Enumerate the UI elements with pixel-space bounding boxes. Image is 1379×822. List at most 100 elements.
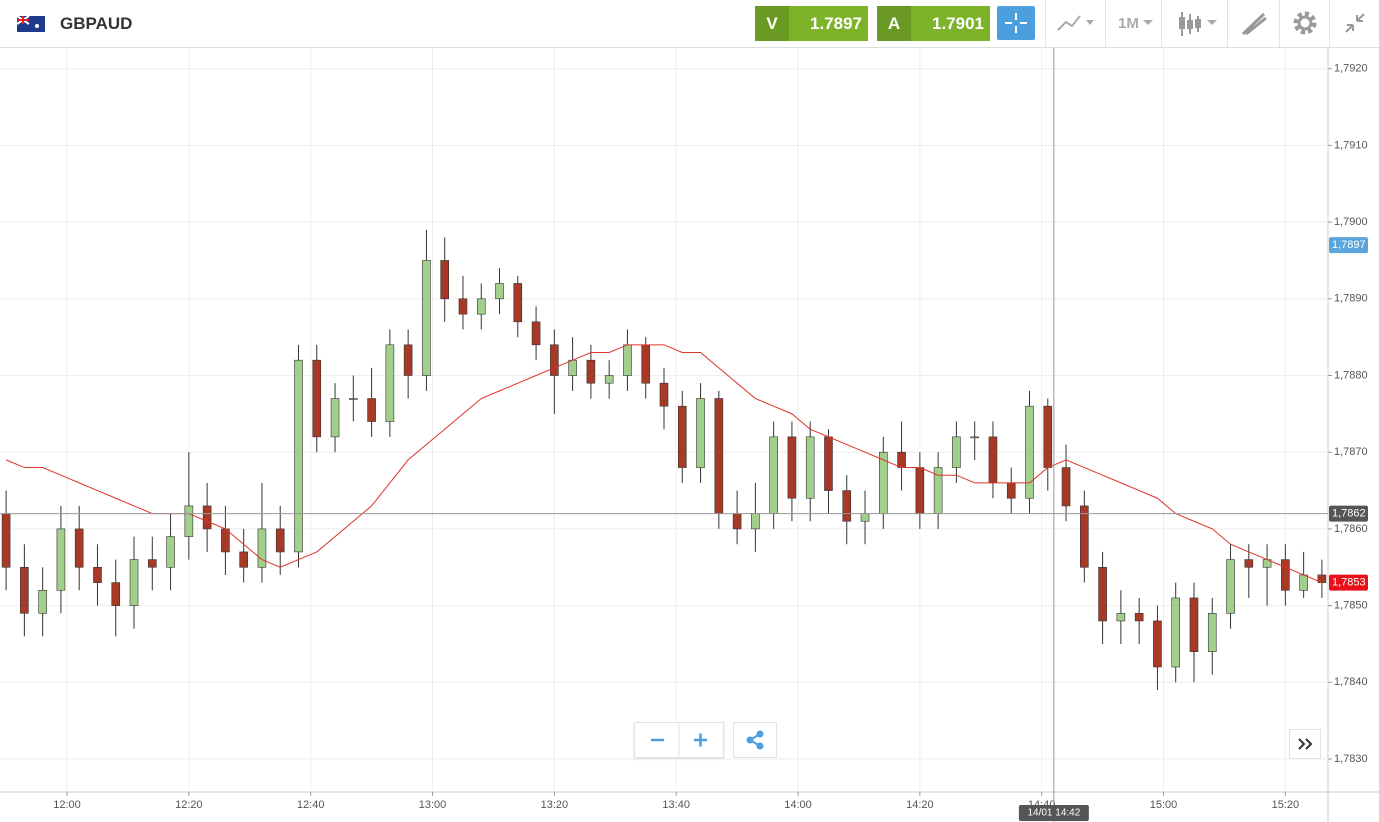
icon: [1179, 12, 1217, 36]
candle-body: [988, 436, 998, 484]
icon: [1345, 13, 1365, 33]
candle-body: [915, 467, 925, 514]
x-tick-label: 13:20: [541, 799, 569, 811]
bid-price-label: 1,7897: [1332, 239, 1366, 251]
candle-body: [568, 359, 577, 376]
crosshair-x-label: 14/01 14:42: [1027, 808, 1080, 819]
crosshair-button[interactable]: [997, 6, 1035, 40]
candle-body: [166, 536, 175, 568]
candle-body: [458, 298, 468, 315]
candle-body: [1006, 482, 1016, 499]
x-tick-label: 12:20: [175, 799, 203, 811]
candle-body: [403, 344, 413, 376]
buy-price: 1.7901: [911, 6, 990, 41]
candle-body: [20, 566, 29, 614]
zoom-in[interactable]: [694, 733, 707, 747]
interval-button[interactable]: 1M: [1105, 0, 1162, 47]
candle-body: [1226, 559, 1235, 614]
candle-body: [659, 382, 669, 407]
candle-body: [677, 405, 687, 468]
candle-body: [1134, 612, 1144, 622]
candle-body: [714, 398, 724, 514]
candle-body: [239, 551, 248, 568]
candle-body: [1207, 612, 1217, 652]
candle-body: [513, 283, 523, 323]
candle-body: [970, 436, 979, 439]
y-tick-label: 1,7870: [1334, 446, 1368, 458]
candle-body: [93, 566, 102, 583]
icon: [1241, 12, 1267, 36]
candle-body: [586, 359, 596, 384]
buy-button[interactable]: A 1.7901: [877, 6, 990, 41]
candle-body: [641, 344, 651, 384]
icon: [746, 730, 764, 750]
candle-body: [732, 513, 742, 530]
candle-body: [696, 398, 705, 468]
draw-button[interactable]: [1227, 0, 1280, 47]
y-tick-label: 1,7840: [1334, 676, 1368, 688]
candle-body: [1043, 405, 1053, 468]
x-tick-label: 15:00: [1150, 799, 1178, 811]
interval: 1M: [1118, 15, 1139, 32]
candle-button[interactable]: [1161, 0, 1228, 47]
scroll-end-button[interactable]: [1289, 729, 1321, 759]
candle-body: [275, 528, 285, 553]
candle-body: [330, 398, 340, 438]
icon: [1293, 11, 1317, 35]
candle-body: [1299, 574, 1308, 591]
candle-body: [787, 436, 797, 499]
candle-body: [1244, 559, 1254, 568]
collapse-button[interactable]: [1329, 0, 1379, 47]
candle-body: [531, 321, 541, 346]
candle-body: [824, 436, 833, 491]
buy-label: A: [877, 6, 911, 41]
x-tick-label: 14:00: [784, 799, 812, 811]
candle-body: [184, 505, 194, 537]
x-tick-label: 12:00: [53, 799, 81, 811]
flag-icon: [17, 16, 45, 32]
candle-body: [312, 359, 322, 438]
candle-body: [1189, 597, 1199, 652]
crosshair-x-box: [1018, 805, 1089, 821]
zoom-controls: [634, 722, 724, 758]
x-tick-label: 13:40: [662, 799, 690, 811]
candle-body: [440, 260, 449, 300]
icon: [1142, 20, 1153, 25]
icon: [1057, 15, 1094, 31]
y-tick-label: 1,7910: [1334, 139, 1368, 151]
candle-body: [495, 283, 504, 300]
sell-label: V: [755, 6, 789, 41]
candle-body: [860, 513, 870, 522]
symbol: GBPAUD: [60, 14, 133, 33]
candle-body: [147, 559, 157, 568]
sell-button[interactable]: V 1.7897: [755, 6, 868, 41]
y-tick-label: 1,7830: [1334, 753, 1368, 765]
candle-body: [1281, 559, 1290, 591]
chart-type-button[interactable]: [1045, 0, 1106, 47]
y-tick-label: 1,7890: [1334, 293, 1368, 305]
candle-body: [1080, 505, 1089, 568]
candle-body: [1098, 566, 1107, 622]
settings-button[interactable]: [1279, 0, 1330, 47]
share-button[interactable]: [733, 722, 777, 758]
candle-body: [805, 436, 815, 499]
candle-body: [769, 436, 778, 514]
candle-body: [38, 589, 47, 614]
candle-body: [221, 528, 230, 553]
sell-price: 1.7897: [789, 6, 868, 41]
candle-body: [1153, 620, 1162, 668]
candle-body: [1025, 405, 1034, 499]
candle-body: [751, 513, 760, 530]
candle-body: [422, 260, 431, 376]
candle-body: [604, 375, 614, 384]
x-tick-label: 13:00: [419, 799, 447, 811]
y-tick-label: 1,7900: [1334, 216, 1368, 228]
x-tick-label: 14:20: [906, 799, 934, 811]
candle-body: [1, 513, 11, 568]
candle-body: [842, 490, 852, 522]
crosshair-y-box: [1329, 505, 1368, 522]
candle-body: [257, 528, 267, 568]
candle-body: [1061, 467, 1071, 507]
y-tick-label: 1,7860: [1334, 523, 1368, 535]
x-tick-label: 12:40: [297, 799, 325, 811]
